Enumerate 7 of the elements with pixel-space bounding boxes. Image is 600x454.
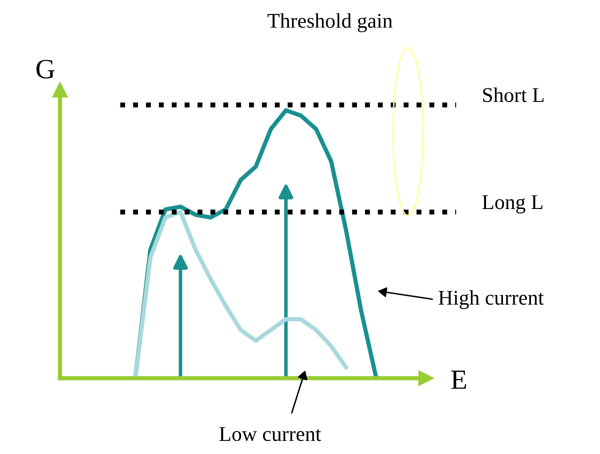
text: High current — [438, 290, 544, 310]
ref-line-label: Short L — [483, 87, 544, 102]
x-axis-title: E — [451, 370, 466, 389]
y-axis-title: G — [36, 60, 55, 78]
ref-line-label: Long L — [482, 195, 542, 214]
text: Low current — [219, 427, 322, 442]
text: Threshold gain — [268, 13, 392, 32]
